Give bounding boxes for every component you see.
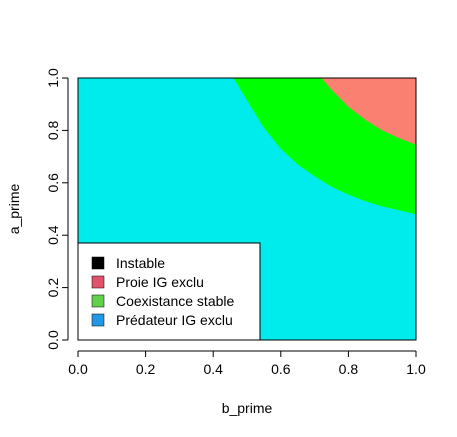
legend-swatch	[91, 313, 105, 327]
x-tick-label: 0.8	[339, 361, 359, 377]
y-tick-label: 0.2	[45, 278, 61, 298]
y-tick-label: 0.0	[45, 330, 61, 350]
legend-swatch	[91, 275, 105, 289]
legend-label: Proie IG exclu	[116, 274, 204, 290]
legend-swatch	[91, 256, 105, 270]
x-tick-label: 1.0	[406, 361, 426, 377]
y-tick-label: 0.4	[45, 225, 61, 245]
x-tick-label: 0.6	[271, 361, 291, 377]
legend: Instable Proie IG exclu Coexistance stable…	[77, 242, 261, 341]
x-tick-label: 0.0	[68, 361, 88, 377]
x-axis-title: b_prime	[222, 400, 273, 416]
y-tick-label: 0.8	[45, 120, 61, 140]
legend-box	[77, 242, 261, 341]
legend-label: Instable	[116, 255, 165, 271]
y-tick-label: 1.0	[45, 68, 61, 88]
legend-label: Prédateur IG exclu	[116, 312, 233, 328]
y-axis-title: a_prime	[6, 184, 22, 235]
y-tick-label: 0.6	[45, 173, 61, 193]
x-tick-label: 0.2	[136, 361, 156, 377]
region-proie	[321, 78, 416, 145]
legend-swatch	[91, 294, 105, 308]
x-axis: 0.0 0.2 0.4 0.6 0.8 1.0	[68, 350, 426, 377]
x-tick-label: 0.4	[203, 361, 223, 377]
legend-label: Coexistance stable	[116, 293, 235, 309]
y-axis: 0.0 0.2 0.4 0.6 0.8 1.0	[45, 68, 69, 350]
